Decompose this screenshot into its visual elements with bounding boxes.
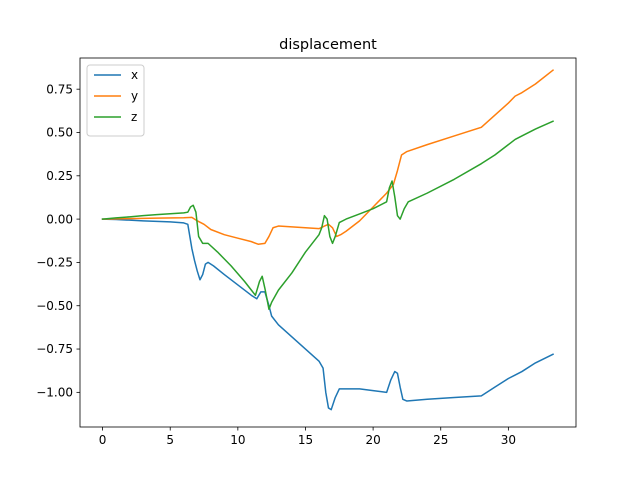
- y-tick-label: −1.00: [36, 386, 73, 400]
- x-tick-label: 15: [298, 433, 313, 447]
- x-tick-label: 0: [99, 433, 107, 447]
- series-line-z: [101, 120, 554, 310]
- y-tick-label: −0.50: [36, 299, 73, 313]
- x-axis: 0 5 10 15 20 25 30: [99, 427, 516, 447]
- x-tick-label: 10: [230, 433, 245, 447]
- y-tick-label: −0.25: [36, 256, 73, 270]
- legend-box: [86, 64, 145, 137]
- x-tick-label: 30: [501, 433, 516, 447]
- y-tick-label: 0.50: [46, 126, 73, 140]
- plot-frame: [79, 57, 577, 428]
- plot-area: [101, 69, 555, 411]
- legend: xyz: [86, 64, 145, 137]
- chart-title: displacement: [279, 37, 377, 53]
- x-tick-label: 5: [166, 433, 174, 447]
- y-tick-label: 0.25: [46, 169, 73, 183]
- y-tick-label: 0.75: [46, 82, 73, 96]
- y-axis: −1.00 −0.75 −0.50 −0.25 0.00 0.25 0.50 0.75: [36, 82, 80, 400]
- series-line-x: [101, 218, 555, 411]
- legend-label-y: y: [131, 89, 138, 103]
- x-tick-label: 20: [365, 433, 380, 447]
- x-tick-label: 25: [433, 433, 448, 447]
- y-tick-label: 0.00: [46, 212, 73, 226]
- y-tick-label: −0.75: [36, 342, 73, 356]
- legend-label-z: z: [131, 110, 137, 124]
- legend-label-x: x: [131, 68, 138, 82]
